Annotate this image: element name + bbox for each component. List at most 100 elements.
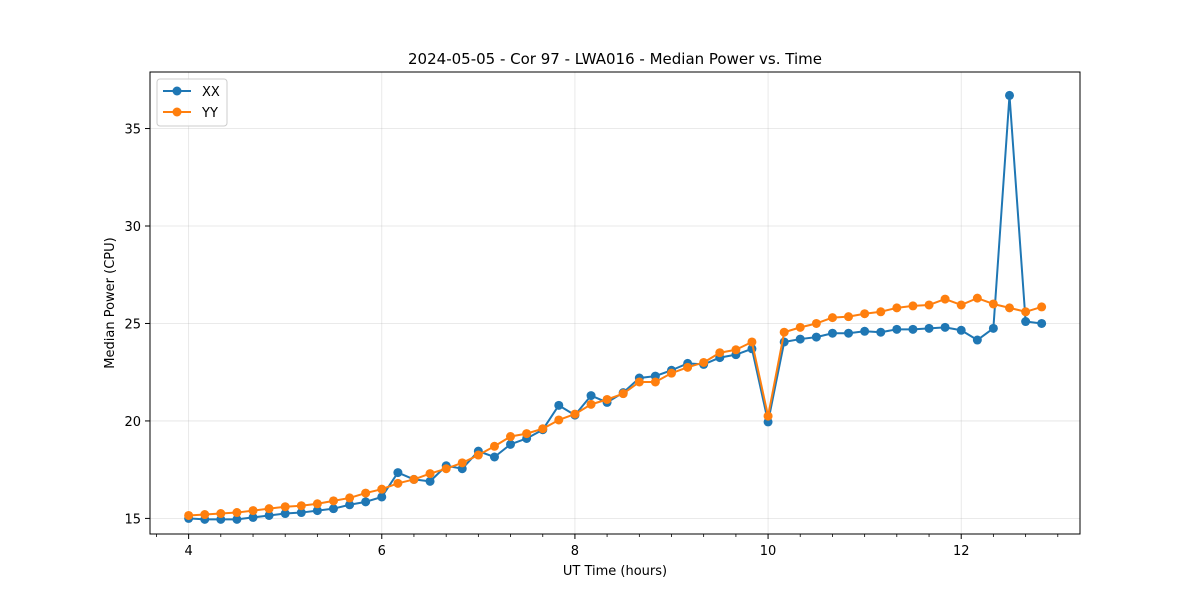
legend-label-xx: XX	[202, 85, 220, 100]
data-point-yy	[441, 464, 451, 474]
data-point-yy	[232, 508, 242, 518]
y-tick-label: 30	[124, 220, 141, 235]
data-point-xx	[940, 322, 950, 332]
data-point-xx	[972, 335, 982, 345]
grid-lines	[150, 72, 1080, 534]
data-point-yy	[264, 504, 274, 514]
data-point-yy	[184, 510, 194, 520]
data-point-yy	[522, 429, 532, 439]
data-point-yy	[586, 399, 596, 409]
legend-marker-xx	[172, 86, 182, 96]
legend: XX YY	[156, 78, 228, 127]
data-point-yy	[457, 458, 467, 468]
data-point-yy	[940, 294, 950, 304]
axis-ticks: 4 6 8 10 12 15 20 25 30 35	[124, 123, 1059, 559]
data-point-yy	[602, 394, 612, 404]
data-point-yy	[988, 299, 998, 309]
data-point-yy	[393, 478, 403, 488]
data-point-xx	[827, 328, 837, 338]
data-point-yy	[554, 415, 564, 425]
data-point-yy	[1005, 303, 1015, 313]
data-point-xx	[425, 476, 435, 486]
data-point-xx	[248, 512, 258, 522]
data-point-xx	[280, 509, 290, 519]
data-point-yy	[763, 411, 773, 421]
data-point-yy	[634, 377, 644, 387]
legend-label-yy: YY	[201, 106, 218, 121]
data-point-yy	[827, 313, 837, 323]
data-point-yy	[248, 506, 258, 516]
y-tick-label: 35	[124, 123, 141, 138]
data-point-xx	[506, 439, 516, 449]
data-point-yy	[361, 488, 371, 498]
data-point-yy	[280, 502, 290, 512]
data-point-xx	[489, 452, 499, 462]
data-point-yy	[489, 441, 499, 451]
data-point-yy	[747, 337, 757, 347]
data-point-xx	[328, 504, 338, 514]
data-point-yy	[972, 293, 982, 303]
data-point-xx	[586, 391, 596, 401]
data-point-yy	[924, 300, 934, 310]
data-point-yy	[892, 303, 902, 313]
data-point-yy	[296, 501, 306, 511]
data-series	[184, 90, 1047, 524]
data-point-xx	[345, 500, 355, 510]
x-axis-label: UT Time (hours)	[563, 564, 667, 579]
data-point-yy	[328, 496, 338, 506]
data-point-xx	[908, 324, 918, 334]
data-point-yy	[876, 307, 886, 317]
data-point-xx	[924, 323, 934, 333]
data-point-yy	[666, 368, 676, 378]
data-point-yy	[345, 493, 355, 503]
data-point-yy	[956, 300, 966, 310]
y-axis-label: Median Power (CPU)	[103, 237, 118, 368]
data-point-yy	[473, 450, 483, 460]
data-point-yy	[908, 301, 918, 311]
y-tick-label: 20	[124, 415, 141, 430]
data-point-yy	[860, 309, 870, 319]
data-point-yy	[506, 432, 516, 442]
data-point-xx	[795, 334, 805, 344]
data-point-yy	[409, 474, 419, 484]
legend-marker-yy	[172, 107, 182, 117]
data-point-xx	[264, 510, 274, 520]
data-point-xx	[876, 327, 886, 337]
data-point-yy	[425, 469, 435, 479]
data-point-yy	[200, 510, 210, 520]
data-point-xx	[988, 323, 998, 333]
x-tick-label: 8	[571, 544, 579, 559]
data-point-xx	[312, 506, 322, 516]
data-point-xx	[232, 514, 242, 524]
data-point-xx	[860, 326, 870, 336]
data-point-yy	[844, 312, 854, 322]
data-point-xx	[554, 400, 564, 410]
data-point-xx	[811, 332, 821, 342]
data-point-xx	[377, 492, 387, 502]
data-point-xx	[1021, 317, 1031, 327]
x-tick-label: 10	[760, 544, 777, 559]
data-point-yy	[731, 345, 741, 355]
data-point-yy	[570, 409, 580, 419]
data-point-yy	[216, 509, 226, 519]
data-point-yy	[1037, 302, 1047, 312]
data-point-yy	[650, 377, 660, 387]
data-point-xx	[892, 324, 902, 334]
x-tick-label: 6	[378, 544, 386, 559]
plot-frame	[149, 71, 1081, 535]
data-point-yy	[715, 348, 725, 358]
y-tick-label: 25	[124, 317, 141, 332]
data-point-xx	[1037, 318, 1047, 328]
chart-title: 2024-05-05 - Cor 97 - LWA016 - Median Po…	[408, 50, 822, 68]
y-tick-label: 15	[124, 512, 141, 527]
data-point-yy	[312, 499, 322, 509]
data-point-xx	[1005, 90, 1015, 100]
data-point-yy	[377, 484, 387, 494]
data-point-xx	[844, 328, 854, 338]
x-tick-label: 12	[953, 544, 970, 559]
data-point-yy	[1021, 307, 1031, 317]
data-point-yy	[683, 362, 693, 372]
data-point-yy	[795, 322, 805, 332]
data-point-yy	[779, 327, 789, 337]
